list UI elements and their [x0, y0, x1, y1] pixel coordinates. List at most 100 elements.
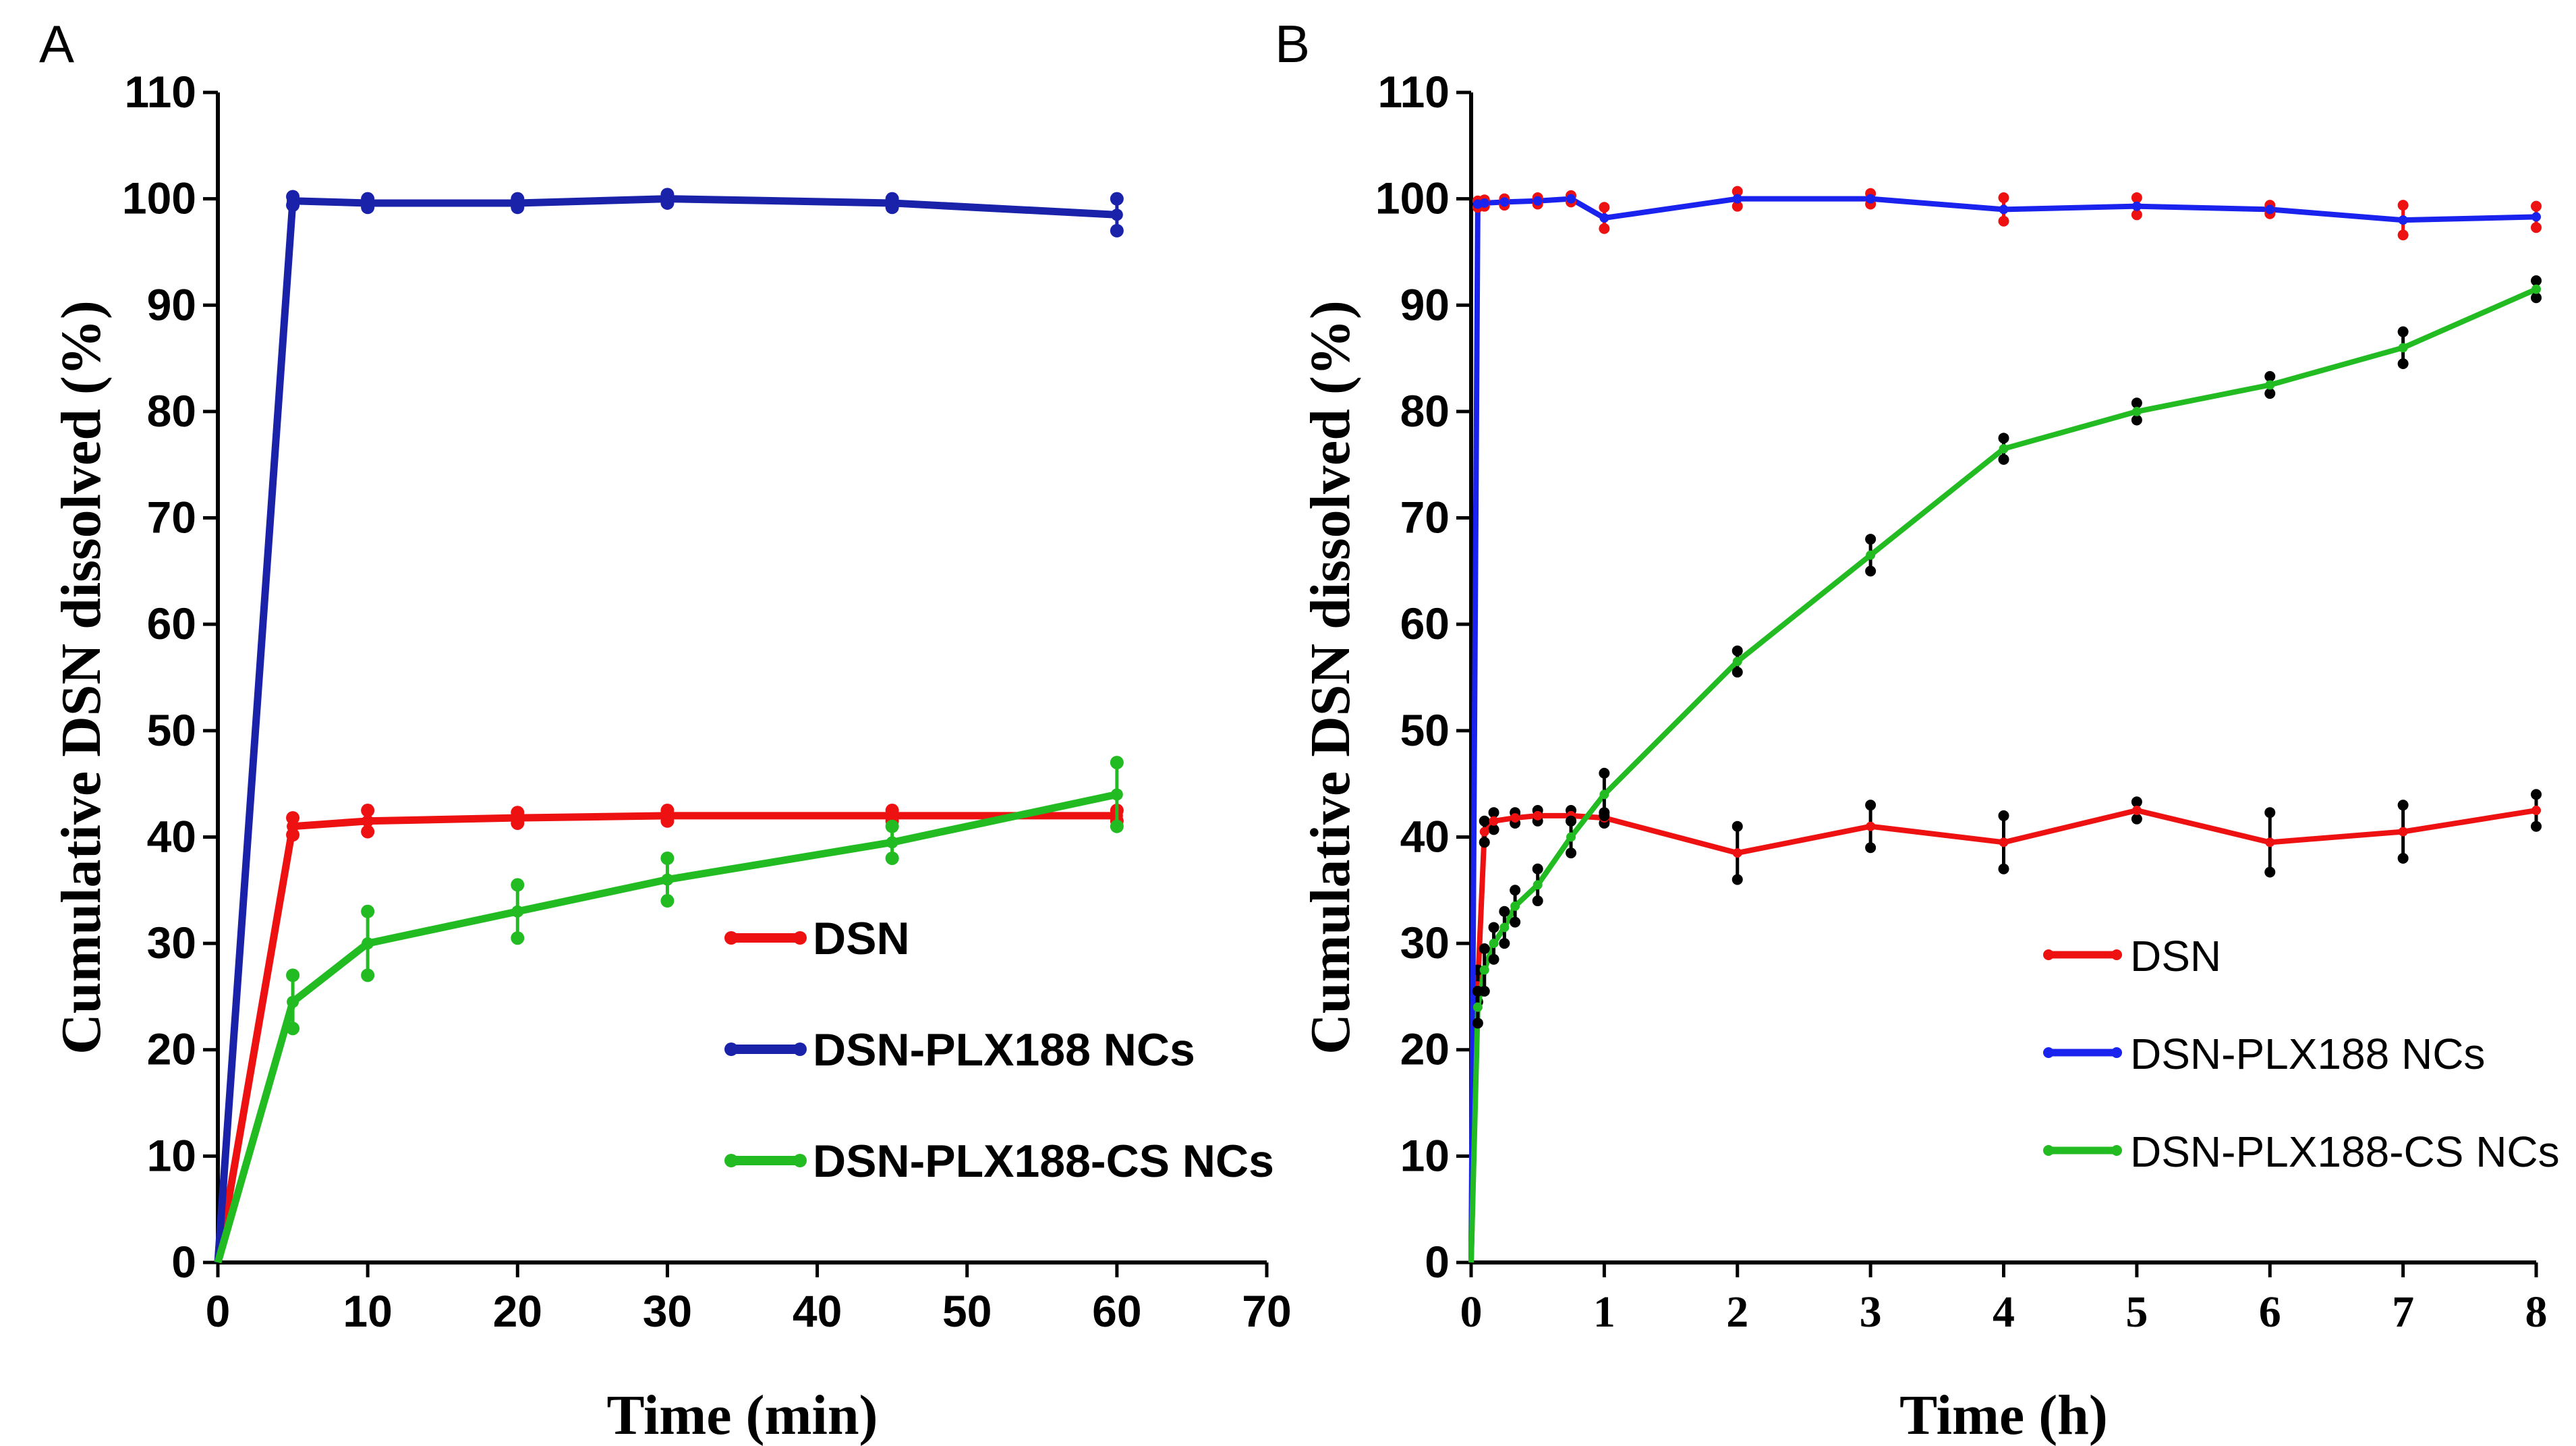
error-cap: [1110, 192, 1124, 206]
legend-marker: [793, 931, 807, 945]
data-point: [2531, 284, 2541, 294]
series-dsn-plx188-ncs: [1468, 186, 2542, 1263]
error-cap: [1731, 186, 1743, 197]
legend-marker: [2111, 949, 2122, 960]
y-tick-label: 20: [1400, 1024, 1450, 1074]
data-point: [1489, 816, 1499, 826]
error-cap: [1599, 202, 1610, 213]
y-tick-label: 80: [1400, 386, 1450, 436]
data-point: [1566, 832, 1576, 842]
y-tick-label: 10: [147, 1130, 196, 1180]
data-point: [1489, 939, 1499, 949]
error-cap: [1731, 667, 1743, 678]
y-tick-label: 20: [147, 1024, 196, 1074]
axes: 0 10 20 30 40 50 60 70 80 90 100 110 0 10 20 30 40 50 60 70: [122, 67, 1292, 1336]
legend-marker: [2111, 1145, 2122, 1156]
error-cap: [2397, 229, 2409, 241]
error-cap: [1510, 885, 1521, 896]
legend-entry: DSN-PLX188-CS NCs: [2043, 1128, 2560, 1176]
x-tick-label: 7: [2392, 1287, 2414, 1337]
error-cap: [1532, 895, 1543, 907]
series-line: [1468, 196, 2537, 1263]
error-cap: [1998, 192, 2009, 204]
legend-marker: [793, 1154, 807, 1167]
data-point: [1732, 657, 1742, 667]
error-cap: [1731, 874, 1743, 885]
data-point: [1499, 922, 1510, 933]
data-point: [1533, 196, 1543, 206]
error-cap: [1488, 922, 1499, 933]
data-point: [1866, 194, 1876, 204]
error-cap: [1510, 916, 1521, 928]
error-cap: [2531, 200, 2542, 212]
data-point: [1866, 821, 1876, 831]
x-tick-label: 30: [643, 1286, 692, 1336]
error-cap: [2131, 414, 2142, 426]
data-point: [1732, 848, 1742, 858]
data-point: [362, 937, 374, 950]
data-point: [362, 196, 374, 209]
data-point: [1510, 901, 1520, 911]
error-cap: [660, 851, 675, 865]
error-cap: [286, 968, 300, 982]
error-cap: [2397, 326, 2409, 337]
data-point: [1499, 197, 1510, 207]
legend-entry: DSN: [724, 913, 910, 964]
x-tick-label: 5: [2125, 1287, 2148, 1337]
x-tick-label: 70: [1242, 1286, 1291, 1336]
y-tick-label: 50: [147, 705, 196, 755]
error-cap: [2264, 370, 2276, 382]
data-point: [1479, 965, 1489, 975]
y-tick-label: 110: [1378, 67, 1450, 117]
legend-marker: [2111, 1047, 2122, 1058]
data-point: [511, 196, 524, 209]
series-dsn-plx188-ncs: [214, 188, 1124, 1263]
data-point: [1999, 444, 2009, 454]
x-tick-label: 10: [343, 1286, 392, 1336]
axes: 0 10 20 30 40 50 60 70 80 90 100 110 0 1 2 3 4 5 6 7 8: [1375, 67, 2548, 1337]
data-point: [1479, 198, 1489, 208]
error-cap: [1599, 767, 1610, 779]
data-point: [1732, 194, 1742, 204]
data-point: [287, 820, 299, 833]
legend-marker: [2043, 1047, 2054, 1058]
error-cap: [1488, 807, 1499, 818]
data-point: [661, 873, 674, 886]
error-cap: [2531, 789, 2542, 800]
error-cap: [1865, 842, 1877, 854]
y-tick-label: 0: [171, 1237, 196, 1287]
y-tick-label: 110: [125, 67, 196, 117]
error-cap: [885, 851, 899, 865]
y-tick-label: 60: [147, 599, 196, 648]
data-point: [1599, 213, 1609, 223]
data-point: [2265, 380, 2275, 390]
error-cap: [1488, 953, 1499, 965]
error-cap: [2264, 807, 2276, 818]
error-cap: [286, 828, 300, 842]
data-point: [362, 814, 374, 827]
error-cap: [2531, 821, 2542, 832]
error-cap: [1566, 815, 1577, 827]
x-tick-label: 50: [942, 1286, 992, 1336]
error-cap: [2131, 796, 2142, 808]
error-cap: [361, 804, 375, 818]
x-tick-label: 40: [793, 1286, 842, 1336]
legend-label: DSN-PLX188 NCs: [813, 1024, 1195, 1076]
legend-label: DSN-PLX188-CS NCs: [2130, 1128, 2560, 1176]
error-cap: [1865, 565, 1877, 577]
x-tick-label: 0: [206, 1286, 231, 1336]
series-dsn-plx188-cs-ncs: [214, 756, 1124, 1264]
error-cap: [1499, 906, 1510, 917]
error-cap: [2397, 800, 2409, 811]
error-cap: [1532, 863, 1543, 874]
y-tick-label: 60: [1400, 599, 1450, 648]
legend-label: DSN: [813, 913, 910, 964]
data-point: [2531, 212, 2541, 222]
error-cap: [1479, 943, 1490, 954]
x-tick-label: 2: [1726, 1287, 1748, 1337]
data-point: [511, 812, 524, 825]
error-cap: [2531, 222, 2542, 233]
error-cap: [1998, 433, 2009, 444]
legend-marker: [793, 1042, 807, 1056]
data-point: [2531, 806, 2541, 816]
